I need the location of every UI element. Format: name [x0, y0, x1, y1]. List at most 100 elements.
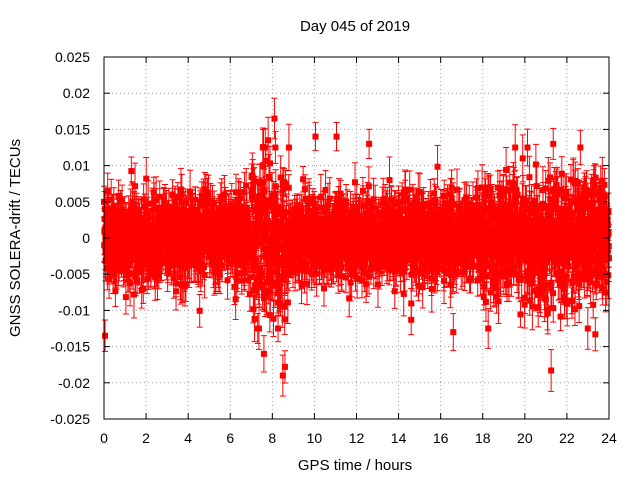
data-point [250, 306, 257, 313]
data-point [127, 280, 134, 287]
data-point [205, 190, 212, 197]
data-point [270, 191, 277, 198]
data-point [268, 269, 275, 276]
data-point [281, 214, 288, 221]
data-point [251, 287, 258, 294]
data-point [204, 194, 211, 201]
data-point [234, 261, 241, 268]
data-point [137, 243, 144, 250]
data-point [265, 173, 272, 180]
data-point [164, 265, 171, 272]
data-point [182, 199, 189, 206]
data-point [216, 256, 223, 263]
data-point [216, 272, 223, 279]
data-point [257, 266, 264, 273]
data-point [273, 269, 280, 276]
data-point [117, 208, 124, 215]
data-point [265, 234, 272, 241]
data-point [161, 201, 168, 208]
data-point [133, 267, 140, 274]
data-point [144, 209, 151, 216]
data-point [209, 204, 216, 211]
data-point [163, 210, 170, 217]
data-point [237, 195, 244, 202]
data-point [273, 211, 280, 218]
data-point [191, 237, 198, 244]
data-point [316, 222, 323, 229]
data-point [294, 205, 301, 212]
data-point [149, 207, 156, 214]
data-point [234, 270, 241, 277]
data-point [115, 215, 122, 222]
data-point [250, 182, 257, 189]
chart-title: Day 045 of 2019 [300, 18, 410, 35]
data-point [289, 269, 296, 276]
data-point [241, 189, 248, 196]
data-point [269, 229, 276, 236]
data-point [232, 296, 239, 303]
data-point [274, 236, 281, 243]
data-point [264, 238, 271, 245]
data-point [236, 209, 243, 216]
data-point [249, 261, 256, 268]
data-point [262, 144, 269, 151]
data-point [275, 325, 282, 332]
data-point [144, 275, 151, 282]
data-point [173, 288, 180, 295]
data-point [112, 288, 119, 295]
data-point [192, 207, 199, 214]
data-point [272, 251, 279, 258]
data-point [245, 277, 252, 284]
data-point [285, 184, 292, 191]
data-point [153, 206, 160, 213]
data-point [280, 185, 287, 192]
data-point [122, 214, 129, 221]
data-point [282, 180, 289, 187]
data-point [269, 279, 276, 286]
data-point [281, 316, 288, 323]
data-point [263, 230, 270, 237]
data-point [243, 182, 250, 189]
data-point [274, 205, 281, 212]
data-point [298, 207, 305, 214]
data-point [182, 281, 189, 288]
data-point [130, 291, 137, 298]
data-point [266, 198, 273, 205]
data-point [317, 194, 324, 201]
data-point [106, 276, 113, 283]
data-point [196, 307, 203, 314]
data-point [174, 193, 181, 200]
data-point [128, 168, 135, 175]
data-point [258, 192, 265, 199]
data-point [249, 243, 256, 250]
data-point [267, 276, 274, 283]
data-point [188, 205, 195, 212]
data-point [215, 263, 222, 270]
data-point [110, 203, 117, 210]
data-point [129, 270, 136, 277]
data-point [251, 178, 258, 185]
data-point [279, 209, 286, 216]
data-point [274, 290, 281, 297]
data-point [260, 179, 267, 186]
data-point [209, 230, 216, 237]
data-point [135, 211, 142, 218]
data-point [254, 267, 261, 274]
data-point [143, 175, 150, 182]
data-point [251, 255, 258, 262]
data-point [235, 204, 242, 211]
data-point [187, 188, 194, 195]
data-point [119, 198, 126, 205]
data-point [187, 226, 194, 233]
data-point [301, 186, 308, 193]
data-point [284, 299, 291, 306]
data-point [104, 265, 111, 272]
data-point [296, 220, 303, 227]
data-point [116, 258, 123, 265]
data-point [106, 218, 113, 225]
data-point [111, 263, 118, 270]
data-point [272, 144, 279, 151]
data-point [177, 253, 184, 260]
data-point [104, 187, 111, 194]
data-series [101, 97, 612, 397]
